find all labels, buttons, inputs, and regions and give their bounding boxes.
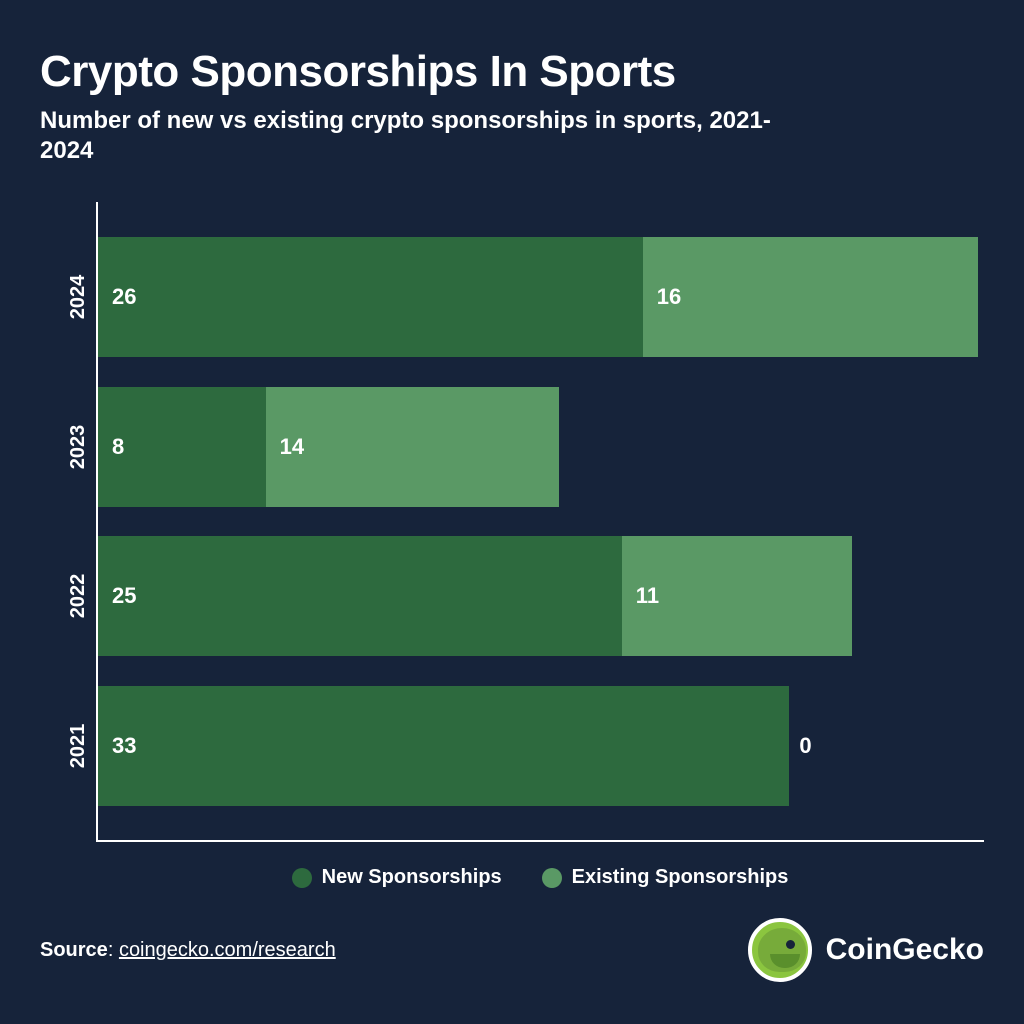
- segment-new: 8: [98, 387, 266, 507]
- segment-existing: 16: [643, 237, 978, 357]
- year-label: 2023: [67, 424, 90, 469]
- chart-title: Crypto Sponsorships In Sports: [40, 48, 984, 96]
- legend-label-existing: Existing Sponsorships: [572, 866, 789, 889]
- legend-swatch-existing: [542, 868, 562, 888]
- stacked-bar: 2511: [98, 536, 852, 656]
- stacked-bar: 2616: [98, 237, 978, 357]
- source-label: Source: [40, 939, 108, 961]
- brand-name: CoinGecko: [826, 933, 984, 967]
- chart-card: Crypto Sponsorships In Sports Number of …: [0, 0, 1024, 1024]
- year-label: 2022: [67, 574, 90, 619]
- legend-label-new: New Sponsorships: [322, 866, 502, 889]
- bar-row-2023: 2023814: [98, 387, 984, 507]
- year-label: 2021: [67, 723, 90, 768]
- bar-row-2021: 2021033: [98, 686, 984, 806]
- legend-item-new: New Sponsorships: [292, 866, 502, 889]
- legend: New Sponsorships Existing Sponsorships: [96, 866, 984, 889]
- segment-new: 25: [98, 536, 622, 656]
- source-colon: :: [108, 939, 119, 961]
- segment-existing-zero: 0: [799, 733, 811, 759]
- segment-new: 33: [98, 686, 789, 806]
- segment-existing: 11: [622, 536, 852, 656]
- stacked-bar: 814: [98, 387, 559, 507]
- bar-chart: 202426162023814202225112021033: [96, 202, 984, 842]
- bar-row-2024: 20242616: [98, 237, 984, 357]
- coingecko-logo-icon: [748, 918, 812, 982]
- legend-swatch-new: [292, 868, 312, 888]
- year-label: 2024: [67, 275, 90, 320]
- source-line: Source: coingecko.com/research: [40, 939, 336, 962]
- segment-existing: 14: [266, 387, 559, 507]
- brand: CoinGecko: [748, 918, 984, 982]
- legend-item-existing: Existing Sponsorships: [542, 866, 789, 889]
- source-link[interactable]: coingecko.com/research: [119, 939, 336, 961]
- bar-row-2022: 20222511: [98, 536, 984, 656]
- segment-new: 26: [98, 237, 643, 357]
- chart-subtitle: Number of new vs existing crypto sponsor…: [40, 106, 820, 166]
- footer: Source: coingecko.com/research CoinGecko: [40, 918, 984, 982]
- stacked-bar: 33: [98, 686, 789, 806]
